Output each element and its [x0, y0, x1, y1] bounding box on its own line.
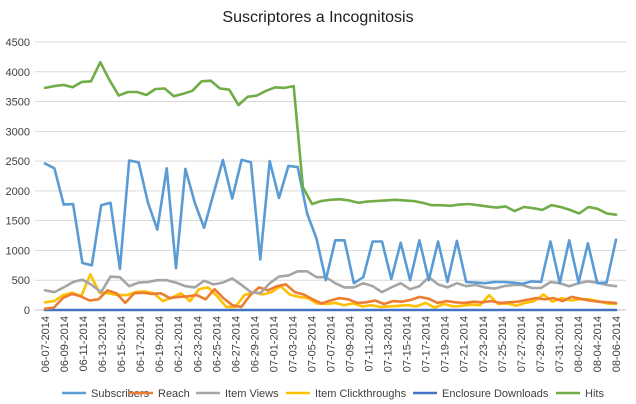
series-line-subscribers: [43, 158, 618, 286]
x-tick-label: 07-07-2014: [326, 316, 338, 372]
y-tick-label: 2500: [6, 156, 30, 168]
legend-label-subscribers: Subscribers: [91, 388, 150, 400]
x-tick-label: 06-07-2014: [40, 316, 52, 372]
y-axis: 0 500 1000 1500 2000 2500 3000 3500 4000 4500: [6, 37, 30, 317]
y-tick-label: 1500: [6, 216, 30, 228]
x-tick-label: 07-27-2014: [516, 316, 528, 372]
y-tick-label: 500: [12, 275, 30, 287]
legend-label-item-views: Item Views: [225, 388, 279, 400]
y-tick-label: 4500: [6, 37, 30, 49]
x-tick-label: 07-03-2014: [287, 316, 299, 372]
grid: [35, 41, 626, 311]
x-tick-label: 06-19-2014: [154, 316, 166, 372]
y-tick-label: 0: [24, 305, 30, 317]
x-tick-label: 06-25-2014: [211, 316, 223, 372]
legend: Subscribers Reach Item Views Item Clickthro…: [62, 388, 604, 400]
legend-label-reach: Reach: [158, 388, 190, 400]
x-tick-label: 07-05-2014: [306, 316, 318, 372]
x-tick-label: 06-29-2014: [249, 316, 261, 372]
series-line-reach: [43, 283, 618, 311]
x-tick-label: 07-15-2014: [402, 316, 414, 372]
x-tick-label: 07-25-2014: [497, 316, 509, 372]
x-tick-label: 06-23-2014: [192, 316, 204, 372]
y-tick-label: 3500: [6, 97, 30, 109]
x-tick-label: 06-21-2014: [173, 316, 185, 372]
legend-label-enclosure-downloads: Enclosure Downloads: [442, 388, 549, 400]
legend-label-hits: Hits: [585, 388, 604, 400]
x-tick-label: 08-06-2014: [611, 316, 623, 372]
x-tick-label: 06-13-2014: [97, 316, 109, 372]
x-tick-label: 06-09-2014: [59, 316, 71, 372]
x-tick-label: 07-23-2014: [478, 316, 490, 372]
y-tick-label: 1000: [6, 245, 30, 257]
x-tick-label: 07-17-2014: [421, 316, 433, 372]
x-tick-label: 06-17-2014: [135, 316, 147, 372]
plot-area: [43, 60, 618, 312]
x-tick-label: 06-11-2014: [78, 316, 90, 371]
x-tick-label: 07-09-2014: [345, 316, 357, 372]
y-tick-label: 3000: [6, 126, 30, 138]
y-tick-label: 4000: [6, 67, 30, 79]
x-tick-label: 06-15-2014: [116, 316, 128, 372]
x-tick-label: 07-13-2014: [383, 316, 395, 372]
chart-title: Suscriptores a Incognitosis: [222, 9, 413, 26]
series-line-item-views: [43, 269, 618, 295]
x-tick-label: 07-11-2014: [364, 316, 376, 371]
x-tick-label: 07-29-2014: [535, 316, 547, 372]
x-tick-label: 07-19-2014: [440, 316, 452, 372]
legend-label-item-clickthroughs: Item Clickthroughs: [315, 388, 407, 400]
x-tick-label: 08-02-2014: [573, 316, 585, 372]
x-tick-label: 07-01-2014: [268, 316, 280, 372]
x-tick-label: 07-31-2014: [554, 316, 566, 372]
x-tick-label: 08-04-2014: [592, 316, 604, 372]
x-tick-label: 07-21-2014: [459, 316, 471, 372]
y-tick-label: 2000: [6, 186, 30, 198]
x-axis: 06-07-2014 06-09-2014 06-11-2014 06-13-2014…: [40, 316, 623, 372]
x-tick-label: 06-27-2014: [230, 316, 242, 372]
series-line-hits: [43, 60, 618, 216]
